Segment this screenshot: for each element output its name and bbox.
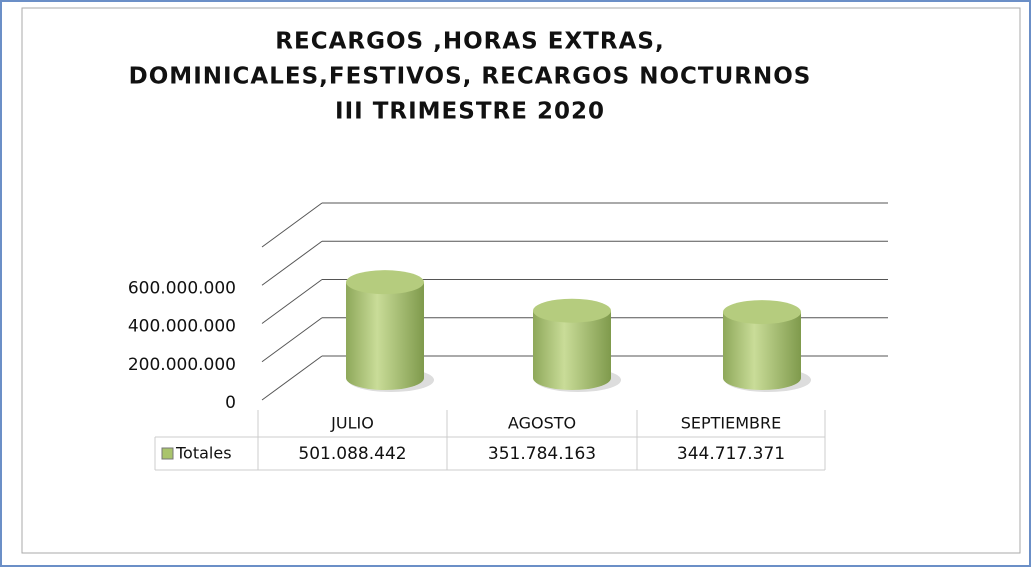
chart-title: III TRIMESTRE 2020 (335, 99, 605, 125)
data-label: 344.717.371 (677, 444, 785, 464)
grid-line (261, 355, 323, 401)
x-tick-label: AGOSTO (508, 414, 576, 433)
bar-top (533, 298, 611, 323)
y-tick-label: 200.000.000 (128, 355, 236, 375)
grid-line (261, 240, 323, 286)
bar (346, 282, 424, 378)
chart-area (21, 7, 1021, 554)
y-tick-label: 600.000.000 (128, 278, 236, 298)
y-tick-label: 0 (225, 393, 236, 413)
x-tick-label: SEPTIEMBRE (681, 414, 782, 433)
grid-line (261, 317, 323, 363)
chart-title: RECARGOS ,HORAS EXTRAS, (275, 29, 664, 55)
legend-label: Totales (175, 444, 232, 463)
bar-top (723, 300, 801, 325)
grid-line (261, 202, 323, 248)
data-label: 351.784.163 (488, 444, 596, 464)
legend-swatch (161, 447, 174, 460)
x-tick-label: JULIO (330, 414, 374, 433)
grid-line (261, 279, 323, 324)
bar-top (346, 270, 424, 295)
data-label: 501.088.442 (298, 444, 406, 464)
chart-title: DOMINICALES,FESTIVOS, RECARGOS NOCTURNOS (129, 64, 812, 90)
y-tick-label: 400.000.000 (128, 317, 236, 337)
